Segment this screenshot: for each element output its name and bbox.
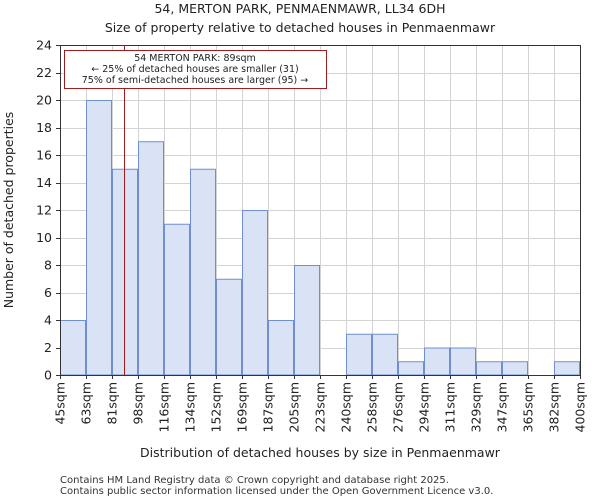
x-tick-label: 152sqm <box>209 382 224 432</box>
bar <box>424 347 450 376</box>
bar <box>476 361 502 376</box>
footer-line-2: Contains public sector information licen… <box>60 486 493 497</box>
x-axis-label: Distribution of detached houses by size … <box>140 445 501 460</box>
x-tick-label: 205sqm <box>287 382 302 432</box>
y-tick-label: 0 <box>44 368 52 383</box>
bar <box>450 347 476 376</box>
bar <box>86 100 112 376</box>
chart-title: 54, MERTON PARK, PENMAENMAWR, LL34 6DH <box>154 1 445 16</box>
y-tick-label: 10 <box>36 230 52 245</box>
bar <box>60 320 86 376</box>
x-ticks: 45sqm 63sqm 81sqm 98sqm 116sqm 134sqm 152sqm 16… <box>53 375 588 432</box>
x-tick-label: 223sqm <box>313 382 328 432</box>
bar <box>138 141 164 376</box>
annotation-line-3: 75% of semi-detached houses are larger (… <box>82 75 309 86</box>
annotation-line-1: 54 MERTON PARK: 89sqm <box>134 53 256 64</box>
annotation-box: 54 MERTON PARK: 89sqm ← 25% of detached … <box>64 50 327 89</box>
bars <box>60 100 580 376</box>
x-tick-label: 311sqm <box>443 382 458 432</box>
bar <box>242 210 268 376</box>
bar <box>216 278 242 376</box>
x-tick-label: 63sqm <box>79 382 94 425</box>
x-tick-label: 169sqm <box>235 382 250 432</box>
bar <box>190 168 216 376</box>
y-axis-label: Number of detached properties <box>1 112 16 309</box>
x-tick-label: 258sqm <box>365 382 380 432</box>
x-tick-label: 294sqm <box>417 382 432 432</box>
y-tick-label: 14 <box>36 175 52 190</box>
x-tick-label: 98sqm <box>131 382 146 425</box>
bar <box>398 361 424 376</box>
y-tick-label: 24 <box>36 38 52 53</box>
bar <box>554 361 580 376</box>
y-tick-label: 22 <box>36 65 52 80</box>
y-tick-label: 20 <box>36 93 52 108</box>
x-tick-label: 240sqm <box>339 382 354 432</box>
y-tick-label: 12 <box>36 203 52 218</box>
x-tick-label: 329sqm <box>469 382 484 432</box>
y-tick-label: 8 <box>44 258 52 273</box>
annotation-frame <box>64 50 327 89</box>
y-tick-label: 18 <box>36 120 52 135</box>
y-tick-label: 4 <box>44 313 52 328</box>
bar <box>294 265 320 376</box>
x-tick-label: 276sqm <box>391 382 406 432</box>
x-tick-label: 347sqm <box>495 382 510 432</box>
x-tick-label: 116sqm <box>157 382 172 432</box>
x-tick-label: 134sqm <box>183 382 198 432</box>
x-tick-label: 365sqm <box>521 382 536 432</box>
x-tick-label: 45sqm <box>53 382 68 425</box>
annotation-line-2: ← 25% of detached houses are smaller (31… <box>91 64 298 75</box>
bar <box>502 361 528 376</box>
bar <box>372 333 398 376</box>
footer-line-1: Contains HM Land Registry data © Crown c… <box>60 475 449 486</box>
x-tick-label: 81sqm <box>105 382 120 425</box>
bar <box>268 320 294 376</box>
x-tick-label: 187sqm <box>261 382 276 432</box>
y-tick-label: 16 <box>36 148 52 163</box>
bar <box>164 223 190 376</box>
chart-subtitle: Size of property relative to detached ho… <box>105 20 496 35</box>
y-tick-label: 6 <box>44 285 52 300</box>
bar <box>346 333 372 376</box>
y-tick-label: 2 <box>44 340 52 355</box>
x-tick-label: 382sqm <box>547 382 562 432</box>
x-tick-label: 400sqm <box>573 382 588 432</box>
